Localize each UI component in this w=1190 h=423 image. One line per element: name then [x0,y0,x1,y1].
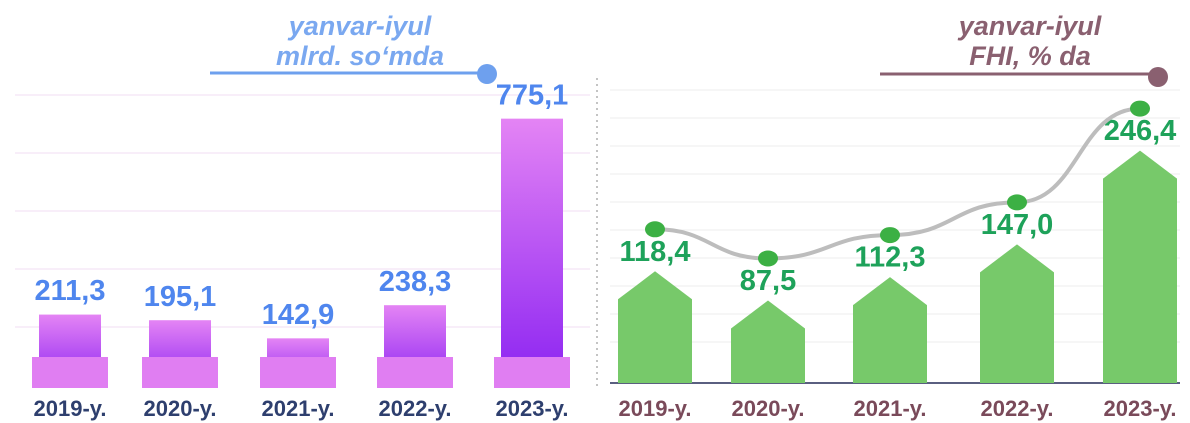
x-tick-label: 2020-y. [144,396,217,421]
chart-title: yanvar-iyul [957,11,1102,41]
bar-base [260,357,336,388]
data-label: 238,3 [379,266,452,298]
data-label: 775,1 [496,79,569,111]
grid [15,94,590,328]
title-dot [477,64,497,84]
bar [980,244,1054,383]
data-label: 87,5 [740,265,796,297]
point [645,221,665,238]
bar-base [32,357,108,388]
data-label: 112,3 [855,242,926,274]
x-tick-label: 2021-y. [854,396,927,421]
x-tick-label: 2022-y. [981,396,1054,421]
chart-title: yanvar-iyul [287,11,432,41]
bar [731,300,805,383]
bar-base [142,357,218,388]
x-tick-label: 2020-y. [732,396,805,421]
bar-base [494,357,570,388]
x-tick-label: 2023-y. [496,396,569,421]
x-tick-label: 2022-y. [379,396,452,421]
point [1007,194,1027,211]
bar [853,277,927,383]
bar [1103,150,1177,383]
data-label: 118,4 [620,236,691,268]
data-label: 147,0 [981,209,1054,241]
point [1130,100,1150,117]
data-label: 246,4 [1104,115,1177,147]
bar [501,118,563,389]
data-label: 195,1 [144,281,217,313]
point [880,227,900,244]
x-tick-label: 2019-y. [619,396,692,421]
point [758,250,778,267]
data-label: 142,9 [262,299,335,331]
data-label: 211,3 [35,275,106,307]
chart-subtitle: mlrd. so‘mda [276,41,444,71]
x-tick-label: 2023-y. [1104,396,1177,421]
bar [618,271,692,383]
chart-subtitle: FHI, % da [969,41,1091,71]
x-tick-label: 2019-y. [34,396,107,421]
title-dot [1148,67,1168,87]
x-tick-label: 2021-y. [262,396,335,421]
bar-base [377,357,453,388]
